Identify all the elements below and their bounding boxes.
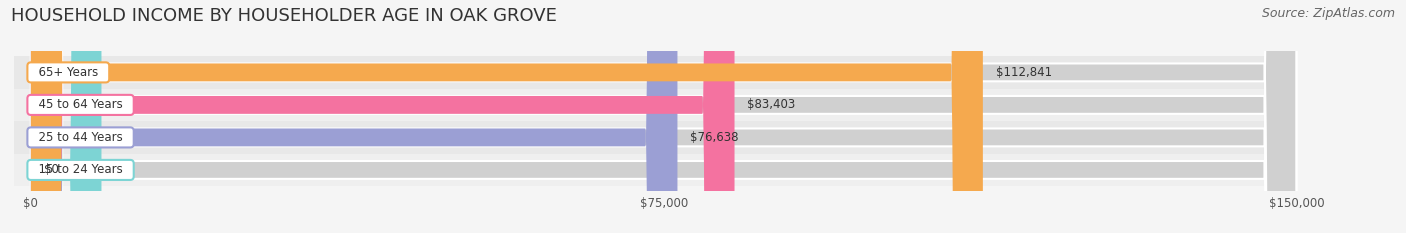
- FancyBboxPatch shape: [31, 0, 101, 233]
- Text: $112,841: $112,841: [995, 66, 1052, 79]
- Text: $83,403: $83,403: [747, 98, 796, 111]
- Text: Source: ZipAtlas.com: Source: ZipAtlas.com: [1261, 7, 1395, 20]
- Text: 45 to 64 Years: 45 to 64 Years: [31, 98, 131, 111]
- Text: 65+ Years: 65+ Years: [31, 66, 105, 79]
- FancyBboxPatch shape: [31, 0, 678, 233]
- Text: HOUSEHOLD INCOME BY HOUSEHOLDER AGE IN OAK GROVE: HOUSEHOLD INCOME BY HOUSEHOLDER AGE IN O…: [11, 7, 557, 25]
- FancyBboxPatch shape: [31, 0, 734, 233]
- Text: 15 to 24 Years: 15 to 24 Years: [31, 163, 131, 176]
- Bar: [0, 89, 1296, 121]
- FancyBboxPatch shape: [31, 0, 1296, 233]
- Bar: [0, 154, 1296, 186]
- FancyBboxPatch shape: [31, 0, 1296, 233]
- FancyBboxPatch shape: [31, 0, 983, 233]
- Bar: [0, 56, 1296, 89]
- Text: $76,638: $76,638: [690, 131, 738, 144]
- Text: $0: $0: [44, 163, 59, 176]
- FancyBboxPatch shape: [31, 0, 1296, 233]
- Bar: [0, 121, 1296, 154]
- Text: 25 to 44 Years: 25 to 44 Years: [31, 131, 131, 144]
- FancyBboxPatch shape: [31, 0, 1296, 233]
